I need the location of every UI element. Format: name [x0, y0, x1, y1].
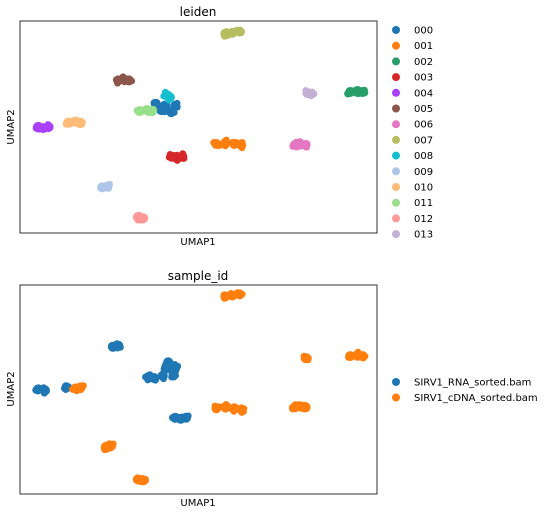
- scatter-point: [237, 28, 244, 35]
- scatter-point: [63, 121, 70, 128]
- legend-marker: [392, 214, 400, 222]
- scatter-point: [308, 89, 315, 96]
- leiden-legend: 000 001 002 003 004 005 006 007 008 009 010 011 012 0…: [392, 26, 433, 241]
- scatter-point: [213, 405, 220, 412]
- legend-label: 000: [414, 26, 433, 37]
- sample-id-legend: SIRV1_RNA_sorted.bam SIRV1_cDNA_sorted.ba…: [392, 378, 538, 405]
- leiden-x-axis-label: UMAP1: [180, 237, 215, 248]
- sample-id-x-axis-label: UMAP1: [180, 498, 215, 509]
- leiden-panel: leiden UMAP1 UMAP2 000 001 002 003 004 005 006…: [6, 5, 433, 248]
- scatter-point: [165, 362, 172, 369]
- scatter-point: [104, 183, 111, 190]
- scatter-point: [167, 94, 174, 101]
- scatter-point: [220, 142, 227, 149]
- legend-label: SIRV1_RNA_sorted.bam: [414, 378, 531, 389]
- scatter-point: [221, 295, 228, 302]
- scatter-point: [44, 123, 51, 130]
- scatter-point: [360, 90, 367, 97]
- legend-marker: [392, 230, 400, 238]
- scatter-point: [63, 384, 70, 391]
- scatter-point: [360, 353, 367, 360]
- legend-label: 009: [414, 167, 433, 178]
- legend-label: 001: [414, 41, 433, 52]
- legend-marker: [392, 42, 400, 50]
- scatter-point: [139, 475, 146, 482]
- sample-id-title: sample_id: [168, 269, 229, 283]
- legend-label: 008: [414, 151, 433, 162]
- scatter-point: [125, 78, 132, 85]
- legend-marker: [392, 57, 400, 65]
- legend-label: 006: [414, 120, 433, 131]
- scatter-point: [169, 108, 176, 115]
- scatter-point: [302, 141, 309, 148]
- legend-label: 007: [414, 135, 433, 146]
- scatter-point: [150, 373, 157, 380]
- legend-marker: [392, 26, 400, 34]
- leiden-title: leiden: [180, 5, 217, 19]
- legend-label: 004: [414, 88, 433, 99]
- legend-marker: [392, 105, 400, 113]
- scatter-point: [238, 409, 245, 416]
- legend-label: 010: [414, 183, 433, 194]
- scatter-point: [41, 390, 48, 397]
- scatter-point: [289, 406, 296, 413]
- legend-marker: [392, 152, 400, 160]
- scatter-point: [303, 403, 310, 410]
- legend-label: 011: [414, 198, 433, 209]
- scatter-point: [226, 29, 233, 36]
- scatter-point: [183, 415, 190, 422]
- scatter-point: [179, 150, 186, 157]
- legend-marker: [392, 183, 400, 191]
- legend-marker: [392, 199, 400, 207]
- legend-label: 003: [414, 73, 433, 84]
- legend-label: 002: [414, 57, 433, 68]
- leiden-plot-frame: [20, 21, 377, 233]
- scatter-point: [166, 154, 173, 161]
- scatter-point: [236, 292, 243, 299]
- scatter-point: [171, 374, 178, 381]
- scatter-point: [147, 108, 154, 115]
- scatter-point: [107, 445, 114, 452]
- legend-marker: [392, 167, 400, 175]
- scatter-point: [231, 141, 238, 148]
- legend-label: 013: [414, 230, 433, 241]
- scatter-point: [80, 382, 87, 389]
- scatter-point: [304, 354, 311, 361]
- scatter-point: [238, 142, 245, 149]
- scatter-point: [152, 100, 159, 107]
- scatter-point: [113, 340, 120, 347]
- scatter-point: [76, 121, 83, 128]
- legend-marker: [392, 73, 400, 81]
- legend-marker: [392, 378, 400, 386]
- legend-marker: [392, 136, 400, 144]
- scatter-point: [158, 105, 165, 112]
- legend-label: SIRV1_cDNA_sorted.bam: [414, 393, 538, 404]
- legend-label: 005: [414, 104, 433, 115]
- legend-marker: [392, 394, 400, 402]
- leiden-y-axis-label: UMAP2: [6, 109, 17, 144]
- scatter-point: [138, 214, 145, 221]
- sample-id-panel: sample_id UMAP1 UMAP2 SIRV1_RNA_sorted.b…: [6, 269, 538, 509]
- legend-marker: [392, 120, 400, 128]
- legend-marker: [392, 89, 400, 97]
- legend-label: 012: [414, 214, 433, 225]
- scatter-point: [294, 142, 301, 149]
- sample-id-y-axis-label: UMAP2: [6, 371, 17, 406]
